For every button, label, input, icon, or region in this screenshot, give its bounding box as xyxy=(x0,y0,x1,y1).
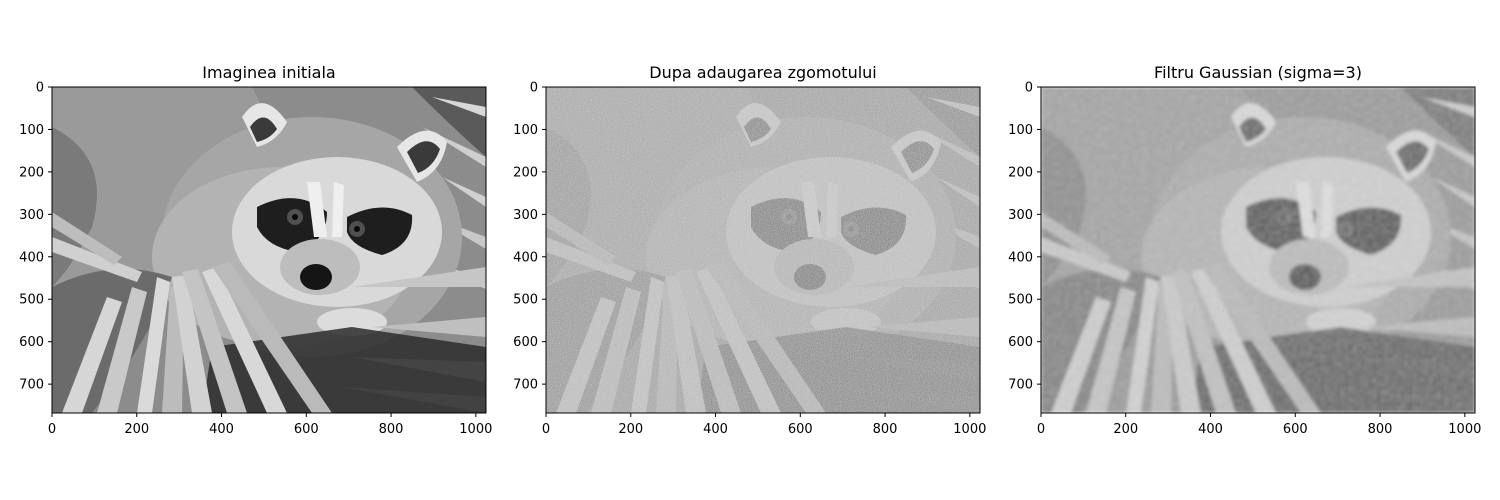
y-tick-label: 300 xyxy=(1008,208,1033,223)
y-tick-label: 100 xyxy=(513,123,538,138)
panel-title-noisy: Dupa adaugarea zgomotului xyxy=(649,63,877,82)
x-tick-label: 0 xyxy=(542,422,550,437)
x-tick-label: 1000 xyxy=(953,422,986,437)
y-tick-label: 200 xyxy=(19,165,44,180)
y-tick-label: 600 xyxy=(19,335,44,350)
y-tick-label: 0 xyxy=(530,81,538,96)
axes-layer: 0 200 400 600 800 100001002003004005006007000… xyxy=(19,81,1481,438)
y-tick-label: 0 xyxy=(36,81,44,96)
y-tick-label: 400 xyxy=(513,250,538,265)
y-tick-label: 600 xyxy=(513,335,538,350)
y-tick-label: 100 xyxy=(1008,123,1033,138)
x-tick-label: 0 xyxy=(48,422,56,437)
x-tick-label: 200 xyxy=(124,422,149,437)
x-tick-label: 600 xyxy=(1283,422,1308,437)
x-tick-label: 400 xyxy=(1198,422,1223,437)
image-noisy xyxy=(546,87,980,413)
y-tick-label: 0 xyxy=(1025,81,1033,96)
x-tick-label: 800 xyxy=(873,422,898,437)
image-original xyxy=(52,87,486,413)
y-tick-label: 700 xyxy=(513,378,538,393)
image-gaussian xyxy=(1041,87,1475,413)
y-tick-label: 700 xyxy=(1008,378,1033,393)
x-tick-label: 600 xyxy=(788,422,813,437)
panel-noisy xyxy=(545,86,981,414)
y-tick-label: 400 xyxy=(19,250,44,265)
y-tick-label: 700 xyxy=(19,378,44,393)
y-tick-label: 500 xyxy=(1008,293,1033,308)
x-tick-label: 800 xyxy=(1368,422,1393,437)
panel-original xyxy=(51,86,487,414)
x-tick-label: 400 xyxy=(209,422,234,437)
x-tick-label: 400 xyxy=(703,422,728,437)
y-tick-label: 200 xyxy=(1008,165,1033,180)
y-tick-label: 400 xyxy=(1008,250,1033,265)
y-tick-label: 200 xyxy=(513,165,538,180)
y-tick-label: 500 xyxy=(513,293,538,308)
y-tick-label: 300 xyxy=(513,208,538,223)
x-tick-label: 200 xyxy=(1113,422,1138,437)
x-tick-label: 1000 xyxy=(459,422,492,437)
x-tick-label: 600 xyxy=(294,422,319,437)
y-tick-label: 100 xyxy=(19,123,44,138)
x-tick-label: 1000 xyxy=(1448,422,1481,437)
panel-gaussian xyxy=(1040,86,1476,414)
x-tick-label: 0 xyxy=(1037,422,1045,437)
x-tick-label: 800 xyxy=(379,422,404,437)
y-tick-label: 300 xyxy=(19,208,44,223)
y-tick-label: 600 xyxy=(1008,335,1033,350)
panel-title-original: Imaginea initiala xyxy=(202,63,335,82)
panel-title-gaussian: Filtru Gaussian (sigma=3) xyxy=(1154,63,1362,82)
x-tick-label: 200 xyxy=(618,422,643,437)
y-tick-label: 500 xyxy=(19,293,44,308)
